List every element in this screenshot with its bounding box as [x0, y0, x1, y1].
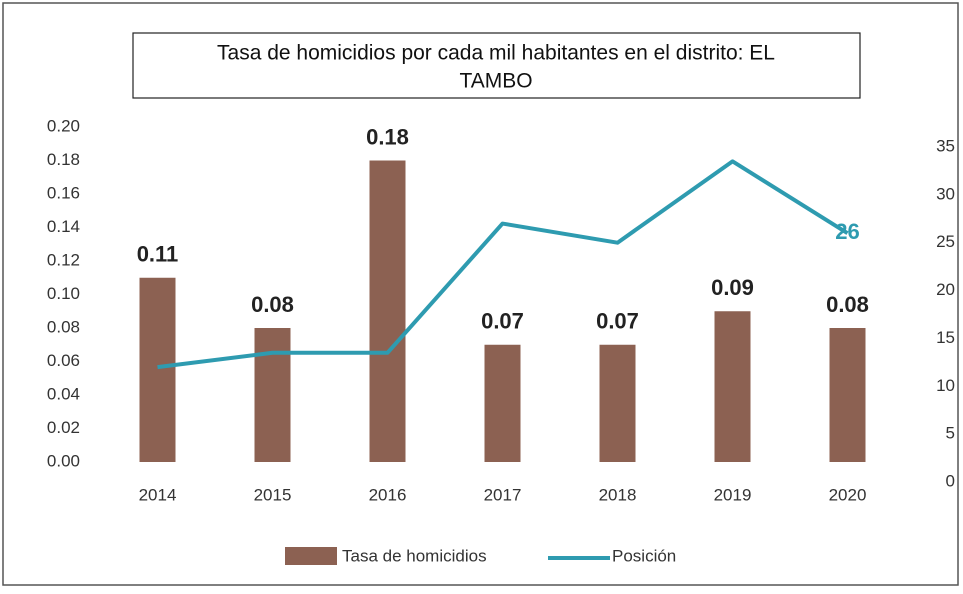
- y2-tick-label: 35: [936, 136, 955, 155]
- data-label: 0.08: [251, 292, 294, 317]
- bar: [484, 344, 521, 462]
- y2-tick-label: 10: [936, 376, 955, 395]
- line: [157, 159, 849, 370]
- y-tick-label: 0.00: [47, 451, 80, 470]
- x-tick-label: 2016: [369, 485, 407, 504]
- y-tick-label: 0.18: [47, 150, 80, 169]
- title-box: [132, 32, 861, 99]
- data-label: 0.11: [137, 242, 179, 267]
- y2-tick-label: 5: [946, 424, 955, 443]
- legend-label: Posición: [612, 546, 676, 565]
- y2-tick-label: 25: [936, 232, 955, 251]
- y2-tick-label: 0: [946, 471, 955, 490]
- y-tick-label: 0.06: [47, 351, 80, 370]
- data-label: 0.07: [596, 309, 639, 334]
- chart-title: Tasa de homicidios por cada mil habitant…: [217, 42, 775, 65]
- y-tick-label: 0.10: [47, 284, 80, 303]
- y-tick-label: 0.04: [47, 384, 80, 403]
- x-tick-label: 2019: [714, 485, 752, 504]
- y2-tick-label: 20: [936, 280, 955, 299]
- legend-label: Tasa de homicidios: [342, 546, 487, 565]
- x-tick-label: 2018: [599, 485, 637, 504]
- data-label: 0.18: [366, 124, 409, 149]
- y2-tick-label: 15: [936, 328, 955, 347]
- data-label: 0.07: [481, 309, 524, 334]
- y2-tick-label: 30: [936, 184, 955, 203]
- data-label: 0.09: [711, 275, 754, 300]
- data-label: 26: [835, 219, 859, 244]
- bar: [369, 160, 406, 462]
- y-tick-label: 0.20: [47, 116, 80, 135]
- bar: [829, 328, 866, 462]
- legend-swatch: [285, 547, 337, 565]
- y-tick-label: 0.12: [47, 250, 80, 269]
- x-tick-label: 2014: [139, 485, 177, 504]
- x-tick-label: 2020: [829, 485, 867, 504]
- y-tick-label: 0.16: [47, 183, 80, 202]
- bar: [714, 311, 751, 462]
- x-tick-label: 2017: [484, 485, 522, 504]
- y-tick-label: 0.08: [47, 317, 80, 336]
- y-tick-label: 0.14: [47, 217, 80, 236]
- chart-title: TAMBO: [459, 70, 532, 93]
- frame: [2, 2, 959, 586]
- y-tick-label: 0.02: [47, 418, 80, 437]
- data-label: 0.08: [826, 292, 869, 317]
- bar: [139, 277, 176, 462]
- bar: [254, 328, 291, 462]
- bar: [599, 344, 636, 462]
- x-tick-label: 2015: [254, 485, 292, 504]
